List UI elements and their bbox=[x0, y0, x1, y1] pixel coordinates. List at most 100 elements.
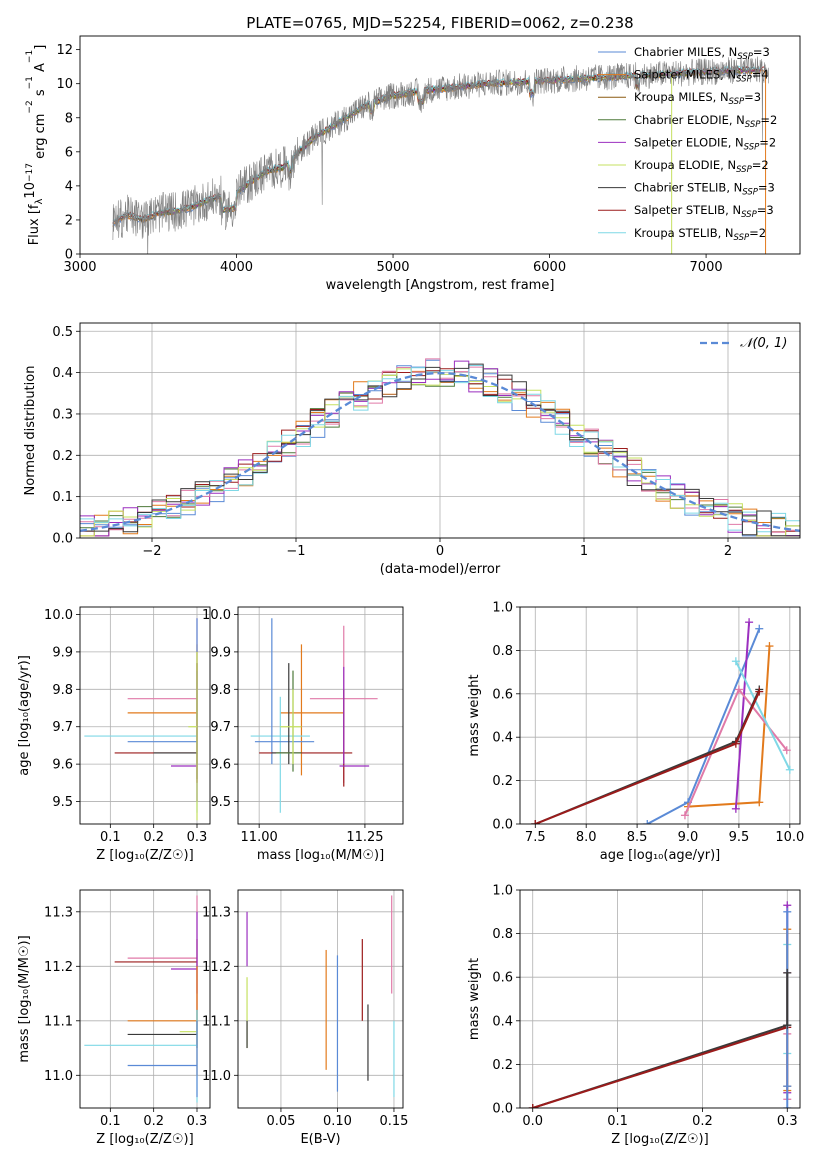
panel-age-vs-mass: 11.00 11.25 9.5 9.6 9.7 9.8 9.9 10.0 mass [log₁₀… bbox=[202, 606, 404, 863]
y-tick-label: 11.3 bbox=[44, 905, 73, 920]
x-tick-label: 3000 bbox=[63, 260, 96, 275]
weight-line bbox=[734, 622, 751, 809]
x-tick-label: 7.5 bbox=[525, 830, 546, 845]
y-tick-label: 9.9 bbox=[210, 645, 231, 660]
y-tick-label: 11.1 bbox=[202, 1014, 231, 1029]
axes-frame bbox=[519, 606, 801, 825]
y-tick-label: 8 bbox=[65, 111, 73, 126]
y-tick-label: 0.5 bbox=[52, 325, 73, 340]
plot-area bbox=[520, 890, 800, 1108]
y-tick-label: 0.4 bbox=[52, 366, 73, 381]
y-tick-label: 10.0 bbox=[44, 608, 73, 623]
y-tick-label: 9.6 bbox=[210, 758, 231, 773]
legend-entry: Chabrier MILES, NSSP=3 bbox=[634, 45, 770, 62]
legend-entry: Chabrier ELODIE, NSSP=2 bbox=[634, 113, 777, 130]
y-tick-label: 0.2 bbox=[52, 449, 73, 464]
x-tick-label: 10.0 bbox=[775, 830, 804, 845]
x-tick-label: 0.0 bbox=[522, 1114, 543, 1129]
x-tick-label: 1 bbox=[580, 544, 588, 559]
x-axis-label: age [log₁₀(age/yr)] bbox=[600, 848, 721, 863]
y-tick-label: 11.1 bbox=[44, 1014, 73, 1029]
y-axis-label: mass [log₁₀(M/M☉)] bbox=[17, 935, 32, 1062]
y-tick-label: 0.6 bbox=[492, 971, 513, 986]
x-axis-label: (data-model)/error bbox=[380, 562, 501, 577]
y-tick-label: 9.7 bbox=[52, 720, 73, 735]
panel-mass-vs-ebv: 0.05 0.10 0.15 11.0 11.1 11.2 11.3 E(B-V) bbox=[202, 889, 408, 1147]
residual-histogram-step bbox=[80, 363, 800, 537]
axes-frame bbox=[79, 606, 211, 825]
y-tick-label: 9.5 bbox=[52, 795, 73, 810]
legend-entry: Salpeter ELODIE, NSSP=2 bbox=[634, 135, 776, 152]
y-tick-label: 2 bbox=[65, 213, 73, 228]
y-axis-label: age [log₁₀(age/yr)] bbox=[17, 655, 32, 776]
x-tick-label: 8.0 bbox=[576, 830, 597, 845]
x-tick-label: 7000 bbox=[690, 260, 723, 275]
x-tick-label: 11.00 bbox=[241, 830, 278, 845]
y-tick-label: 0.0 bbox=[492, 818, 513, 833]
plot-area bbox=[80, 607, 210, 824]
y-tick-label: 9.5 bbox=[210, 795, 231, 810]
x-tick-label: 4000 bbox=[220, 260, 253, 275]
x-axis-label: Z [log₁₀(Z/Z☉)] bbox=[96, 1132, 193, 1147]
plot-area bbox=[80, 890, 210, 1108]
x-axis-label: Z [log₁₀(Z/Z☉)] bbox=[611, 1132, 708, 1147]
legend-entry: 𝒩(0, 1) bbox=[740, 336, 787, 351]
y-tick-label: 6 bbox=[65, 145, 73, 160]
y-tick-label: 0.0 bbox=[52, 532, 73, 547]
y-tick-label: 11.2 bbox=[44, 960, 73, 975]
weight-line bbox=[735, 660, 791, 771]
x-axis-label: E(B-V) bbox=[300, 1132, 340, 1147]
chart-title: PLATE=0765, MJD=52254, FIBERID=0062, z=0… bbox=[246, 14, 633, 32]
plot-area bbox=[520, 607, 800, 824]
y-tick-label: 0.2 bbox=[492, 774, 513, 789]
y-tick-label: 10.0 bbox=[202, 608, 231, 623]
y-tick-label: 9.6 bbox=[52, 758, 73, 773]
legend-entry: Kroupa MILES, NSSP=3 bbox=[634, 90, 761, 107]
x-tick-label: 8.5 bbox=[627, 830, 648, 845]
x-tick-label: −2 bbox=[142, 544, 161, 559]
legend: Chabrier MILES, NSSP=3 Salpeter MILES, NS… bbox=[598, 45, 777, 243]
x-axis-label: mass [log₁₀(M/M☉)] bbox=[257, 848, 384, 863]
legend-entry: Salpeter STELIB, NSSP=3 bbox=[634, 203, 774, 220]
x-tick-label: 0.1 bbox=[607, 1114, 628, 1129]
x-axis-label: Z [log₁₀(Z/Z☉)] bbox=[96, 848, 193, 863]
y-axis-label: mass weight bbox=[467, 674, 482, 756]
y-tick-label: 1.0 bbox=[492, 601, 513, 616]
axes-frame bbox=[519, 889, 801, 1109]
y-tick-label: 11.2 bbox=[202, 960, 231, 975]
y-tick-label: 9.9 bbox=[52, 645, 73, 660]
y-tick-label: 9.8 bbox=[210, 683, 231, 698]
x-tick-label: −1 bbox=[286, 544, 305, 559]
axes-frame bbox=[79, 889, 211, 1109]
panel-spectrum: 3000 4000 5000 6000 7000 0 2 4 6 8 10 12 wavelength … bbox=[23, 35, 801, 293]
x-tick-label: 0.3 bbox=[187, 830, 208, 845]
y-tick-label: 0 bbox=[65, 248, 73, 263]
y-tick-label: 0.2 bbox=[492, 1058, 513, 1073]
x-tick-label: 6000 bbox=[533, 260, 566, 275]
x-tick-label: 11.25 bbox=[346, 830, 383, 845]
plot-area bbox=[238, 890, 403, 1108]
plot-area bbox=[112, 56, 769, 254]
y-tick-label: 9.7 bbox=[210, 720, 231, 735]
x-tick-label: 0.2 bbox=[692, 1114, 713, 1129]
y-tick-label: 0.6 bbox=[492, 687, 513, 702]
x-axis-label: wavelength [Angstrom, rest frame] bbox=[326, 278, 555, 293]
y-tick-label: 0.1 bbox=[52, 490, 73, 505]
plot-area bbox=[238, 607, 403, 824]
y-tick-label: 1.0 bbox=[492, 884, 513, 899]
legend-entry: Kroupa STELIB, NSSP=2 bbox=[634, 226, 766, 243]
x-tick-label: 0.15 bbox=[379, 1114, 408, 1129]
axes-frame bbox=[79, 35, 801, 255]
x-tick-label: 0.3 bbox=[187, 1114, 208, 1129]
legend-entry: Kroupa ELODIE, NSSP=2 bbox=[634, 158, 769, 175]
x-tick-label: 0 bbox=[436, 544, 444, 559]
residual-histogram-step bbox=[80, 368, 800, 537]
plot-area bbox=[80, 323, 800, 538]
panel-residuals: −2 −1 0 1 2 0.0 0.1 0.2 0.3 0.4 0.5 (data-model)/er… bbox=[23, 322, 801, 577]
x-tick-label: 0.3 bbox=[777, 1114, 798, 1129]
y-tick-label: 4 bbox=[65, 179, 73, 194]
axes-frame bbox=[237, 606, 404, 825]
x-tick-label: 0.2 bbox=[143, 830, 164, 845]
y-axis-label: mass weight bbox=[467, 958, 482, 1040]
y-tick-label: 11.3 bbox=[202, 905, 231, 920]
